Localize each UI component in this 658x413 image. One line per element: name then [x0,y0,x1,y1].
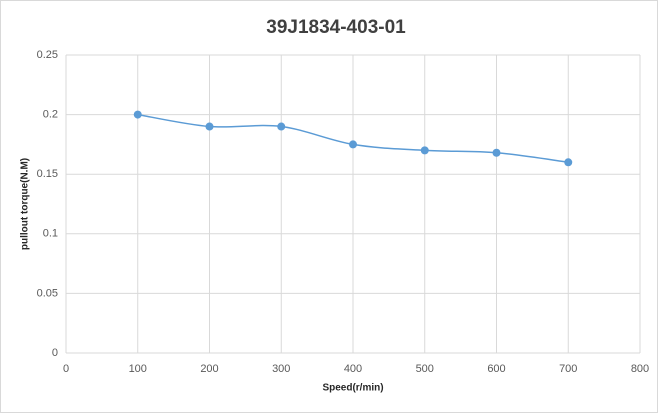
x-tick-label: 100 [129,363,147,375]
point [133,110,142,119]
x-tick-label: 400 [344,363,362,375]
y-axis-title: pullout torque(N.M) [20,158,31,250]
point [492,148,501,157]
point [564,158,573,167]
point [349,140,357,149]
x-tick-label: 200 [200,363,218,375]
chart-title: 39J1834-403-01 [266,17,406,38]
y-tick-label: 0 [52,347,58,359]
x-tick-label: 0 [63,363,69,375]
x-tick-label: 300 [272,363,290,375]
point [277,122,286,131]
x-tick-label: 800 [631,363,649,375]
x-axis-title: Speed(r/min) [322,383,383,394]
x-tick-label: 700 [559,363,577,375]
point [420,146,429,155]
y-tick-label: 0.2 [43,109,58,121]
x-tick-label: 500 [416,363,434,375]
x-tick-label: 600 [487,363,505,375]
y-tick-label: 0.1 [43,228,58,240]
y-tick-label: 0.15 [37,168,58,180]
point [205,122,214,131]
y-tick-label: 0.05 [37,287,58,299]
y-tick-label: 0.25 [37,49,58,61]
